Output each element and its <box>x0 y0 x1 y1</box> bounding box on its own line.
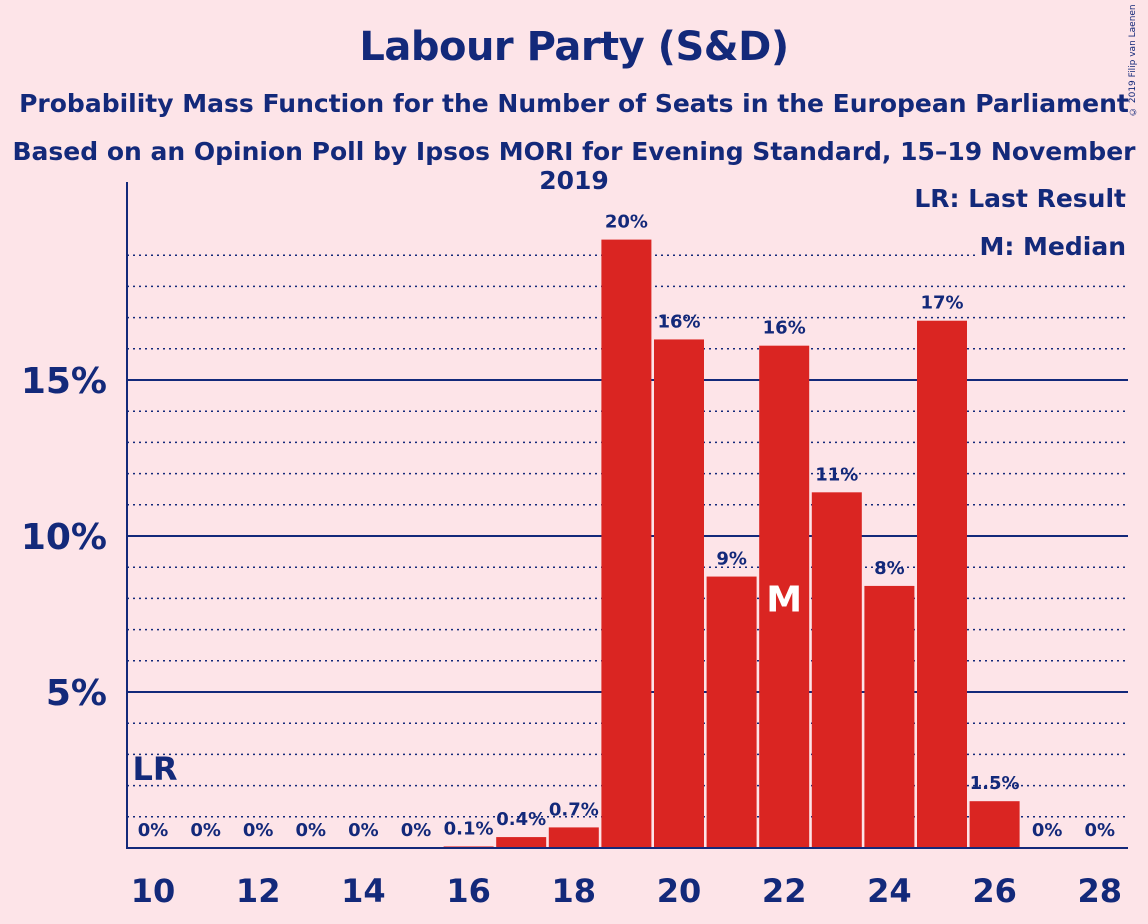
data-label: 0% <box>138 820 169 841</box>
x-tick-label: 26 <box>972 872 1017 910</box>
x-tick-label: 24 <box>867 872 912 910</box>
data-label: 0.1% <box>444 818 494 839</box>
x-tick-label: 18 <box>552 872 597 910</box>
y-tick-label: 15% <box>21 361 107 402</box>
bar-seat-20 <box>654 339 704 848</box>
median-marker: M <box>766 580 802 621</box>
data-label: 0.4% <box>496 809 546 830</box>
y-tick-label: 10% <box>21 517 107 558</box>
x-tick-label: 22 <box>762 872 807 910</box>
x-tick-label: 28 <box>1078 872 1123 910</box>
last-result-marker: LR <box>132 750 177 788</box>
x-tick-label: 16 <box>446 872 491 910</box>
bar-seat-24 <box>864 585 915 848</box>
bar-seat-26 <box>969 801 1020 848</box>
bar-seat-17 <box>496 837 547 848</box>
data-label: 0% <box>401 820 432 841</box>
data-label: 0% <box>190 820 221 841</box>
data-label: 1.5% <box>970 773 1020 794</box>
bar-seat-23 <box>811 492 862 848</box>
data-label: 20% <box>605 212 648 233</box>
bar-seat-22 <box>759 345 810 848</box>
y-tick-label: 5% <box>46 673 107 714</box>
bar-seat-21 <box>706 576 757 848</box>
chart-source: Based on an Opinion Poll by Ipsos MORI f… <box>12 137 1136 195</box>
x-tick-label: 12 <box>236 872 281 910</box>
bar-seat-18 <box>548 827 599 848</box>
bar-seat-25 <box>917 320 967 849</box>
data-label: 0% <box>296 820 327 841</box>
data-label: 0% <box>1032 820 1063 841</box>
data-label: 11% <box>815 464 858 485</box>
data-label: 16% <box>763 318 806 339</box>
data-label: 9% <box>716 549 747 570</box>
chart-subtitle: Probability Mass Function for the Number… <box>19 89 1129 118</box>
data-label: 0% <box>1085 820 1116 841</box>
bar-seat-19 <box>601 239 652 849</box>
data-label: 0% <box>348 820 379 841</box>
x-tick-label: 14 <box>341 872 386 910</box>
legend-median: M: Median <box>977 232 1128 261</box>
data-label: 17% <box>920 293 963 314</box>
data-label: 0% <box>243 820 274 841</box>
x-tick-label: 10 <box>131 872 176 910</box>
chart-title: Labour Party (S&D) <box>359 24 789 70</box>
data-label: 8% <box>874 558 905 579</box>
data-label: 16% <box>657 311 700 332</box>
data-label: 0.7% <box>549 799 599 820</box>
x-tick-label: 20 <box>657 872 702 910</box>
legend-last-result: LR: Last Result <box>912 184 1128 213</box>
